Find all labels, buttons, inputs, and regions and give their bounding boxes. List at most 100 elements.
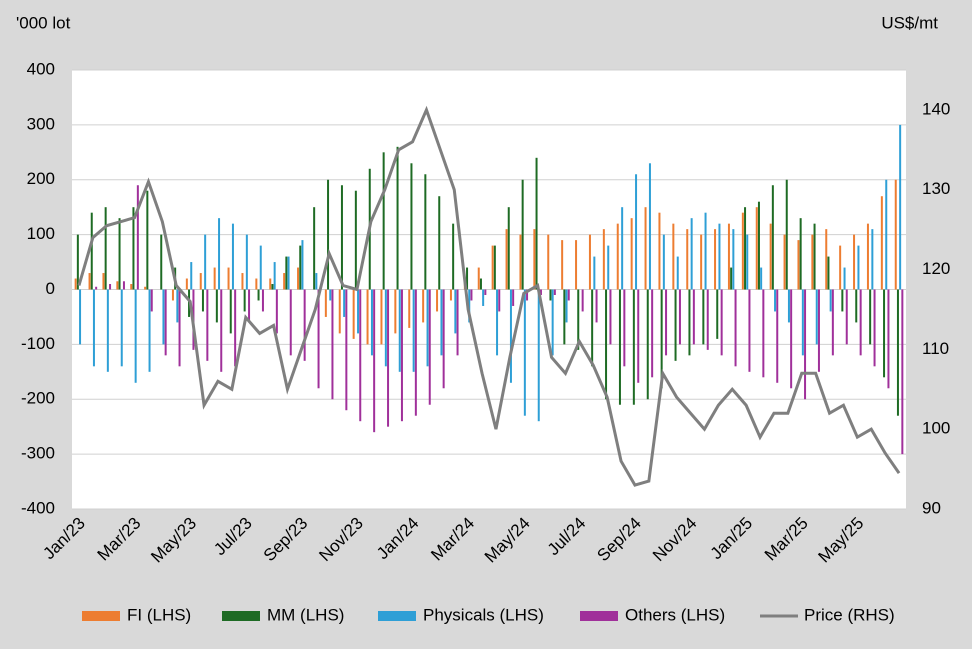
bar [581, 289, 584, 312]
bar [827, 256, 830, 290]
bar [438, 196, 441, 290]
bar [588, 234, 591, 290]
bar [199, 273, 202, 290]
bar [449, 289, 452, 301]
bar [283, 273, 286, 290]
y2-tick-label: 120 [922, 259, 950, 278]
bar [509, 289, 512, 383]
bar [477, 267, 480, 290]
bar [382, 152, 385, 290]
bar [414, 289, 417, 416]
y-tick-label: -200 [21, 389, 55, 408]
bar [340, 185, 343, 290]
bar [231, 223, 234, 290]
bar [866, 223, 869, 290]
bar [535, 157, 538, 290]
bar [607, 245, 610, 290]
bar [299, 245, 302, 290]
y2-tick-label: 110 [922, 339, 949, 358]
legend-label: MM (LHS) [267, 605, 344, 624]
bar [130, 284, 133, 290]
bar [317, 289, 320, 389]
bar [692, 289, 695, 345]
bar [79, 289, 82, 345]
y2-tick-label: 100 [922, 419, 950, 438]
bar [521, 179, 524, 290]
bar [275, 289, 278, 334]
bar [134, 289, 137, 383]
bar [338, 289, 341, 334]
bar [259, 245, 262, 290]
bar [839, 245, 842, 290]
bar [102, 273, 105, 290]
bar [621, 207, 624, 290]
bar [672, 223, 675, 290]
bar [714, 229, 717, 290]
bar [774, 289, 777, 312]
price-line [77, 105, 901, 487]
bar [120, 289, 123, 367]
bar [329, 289, 332, 301]
bar [218, 218, 221, 290]
bar [811, 234, 814, 290]
bar [537, 289, 540, 422]
y2-axis-label: US$/mt [881, 13, 938, 32]
bar [118, 218, 121, 290]
bar [567, 289, 570, 301]
bar [857, 245, 860, 290]
bar [396, 146, 399, 290]
y-tick-label: 100 [27, 224, 55, 243]
bar [748, 289, 751, 372]
bar [496, 289, 499, 356]
bar [591, 289, 594, 367]
bar [273, 262, 276, 290]
bar [428, 289, 431, 405]
bar [674, 289, 677, 361]
bar [602, 229, 605, 290]
bar [676, 256, 679, 290]
bar [398, 289, 401, 372]
bar [702, 289, 705, 345]
bar [646, 289, 649, 400]
bar [690, 218, 693, 290]
y2-tick-label: 130 [922, 179, 950, 198]
bar [204, 234, 207, 290]
legend-label: Price (RHS) [804, 605, 895, 624]
legend-label: Others (LHS) [625, 605, 725, 624]
bar [539, 289, 542, 295]
y-tick-label: 400 [27, 59, 55, 78]
bar [104, 207, 107, 290]
bar [440, 289, 443, 356]
bar [412, 289, 415, 372]
bar [801, 289, 804, 356]
bar [609, 289, 612, 345]
bar [470, 289, 473, 301]
bar [366, 289, 369, 345]
bar [466, 267, 469, 290]
bar [755, 207, 758, 290]
bar [289, 289, 292, 356]
bar [595, 289, 598, 323]
bar [901, 289, 904, 455]
bar [408, 289, 411, 328]
bar [815, 289, 818, 345]
bar [547, 234, 550, 290]
bar [551, 289, 554, 356]
bar [771, 185, 774, 290]
bar [797, 240, 800, 290]
bar [744, 207, 747, 290]
bar [201, 289, 204, 312]
bar [426, 289, 429, 367]
bar [160, 234, 163, 290]
bar [327, 179, 330, 290]
bar [234, 289, 237, 367]
bar [206, 289, 209, 361]
y-tick-label: -400 [21, 498, 55, 517]
bar [757, 201, 760, 290]
bar [482, 289, 485, 306]
bar [384, 289, 387, 367]
bar [261, 289, 264, 312]
bar [899, 124, 902, 290]
bar [825, 229, 828, 290]
bar [575, 240, 578, 290]
